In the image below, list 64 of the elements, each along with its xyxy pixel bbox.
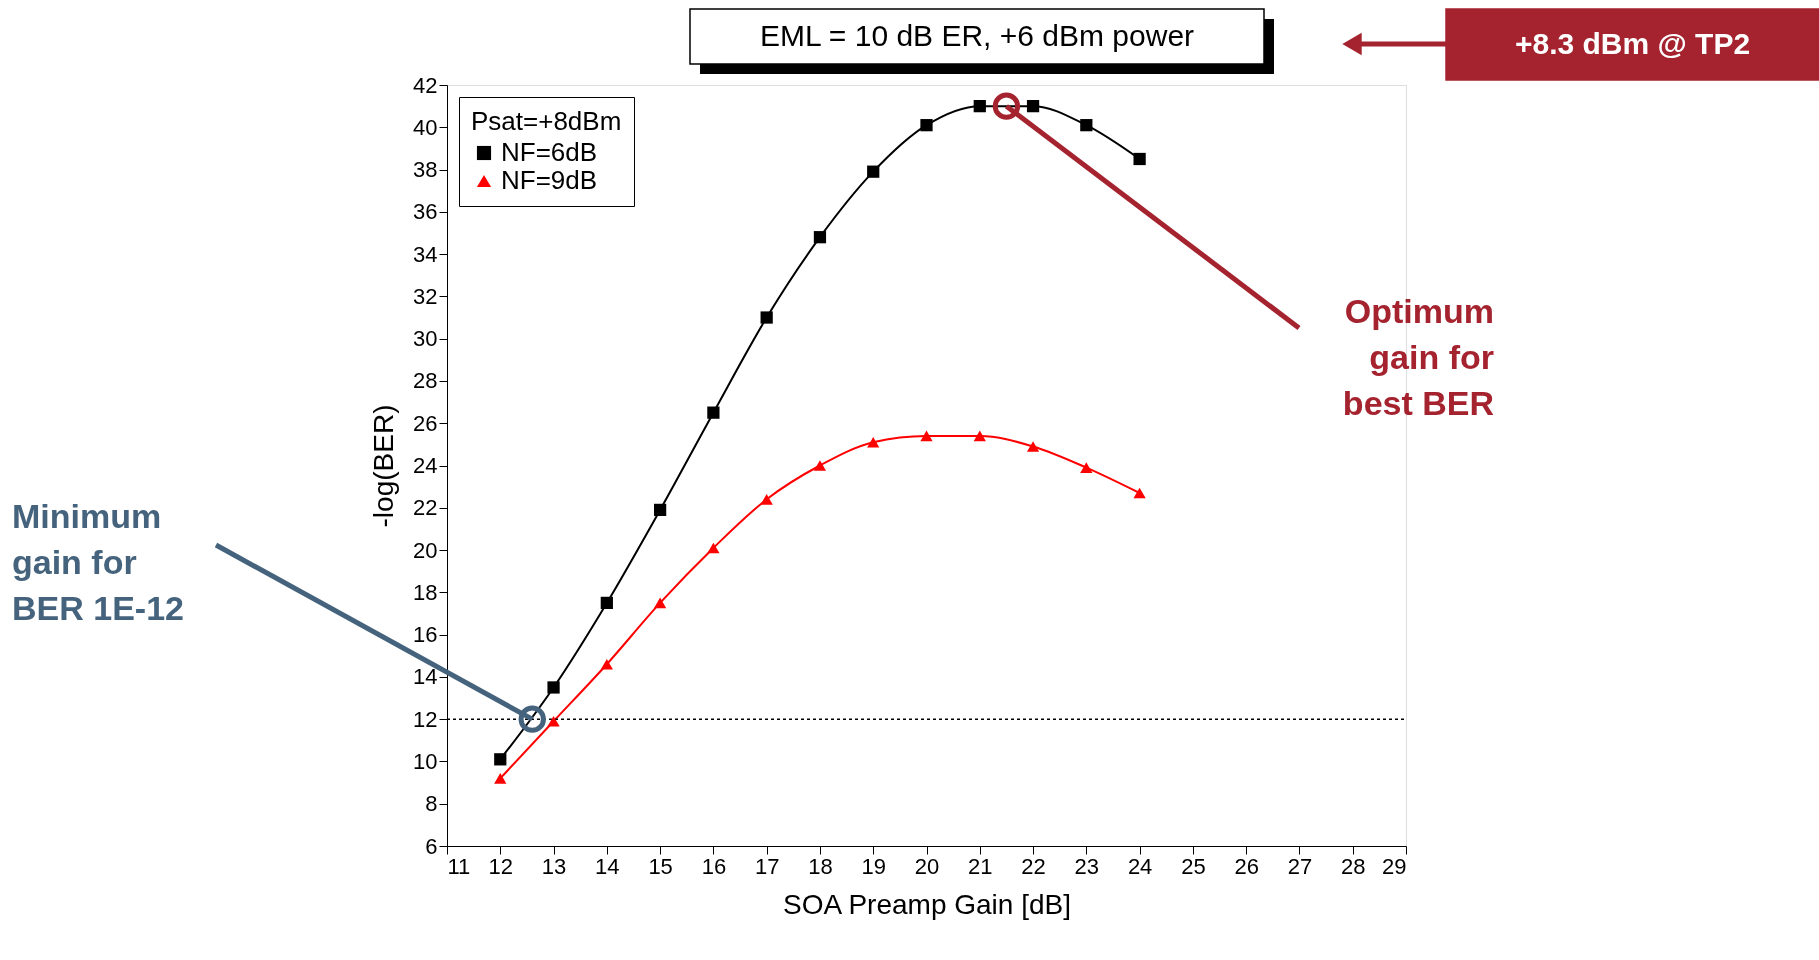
annotation: Minimum gain for BER 1E-12 <box>12 497 184 627</box>
y-tick-label: 8 <box>425 791 438 817</box>
point <box>1026 100 1040 113</box>
x-tick-label: 24 <box>1127 853 1153 879</box>
point <box>653 503 667 517</box>
x-tick-label: 16 <box>701 853 727 879</box>
point <box>1133 152 1146 166</box>
x-tick-label: 29 <box>1382 853 1407 879</box>
y-tick-label: 40 <box>413 114 438 140</box>
y-tick-label: 24 <box>413 453 438 478</box>
x-tick-label: 21 <box>968 853 993 879</box>
point <box>973 430 986 442</box>
y-tick-label: 32 <box>413 283 438 309</box>
point <box>1026 441 1040 452</box>
x-tick-label: 18 <box>808 853 833 879</box>
y-axis-title: -log(BER) <box>368 404 400 528</box>
y-tick-label: 22 <box>413 495 438 521</box>
y-tick-label: 34 <box>413 241 438 267</box>
y-tick-label: 30 <box>413 326 438 352</box>
y-tick-label: 18 <box>413 579 438 605</box>
legend-label: NF=6dB <box>501 137 598 167</box>
legend-title: Psat=+8dBm <box>471 106 622 136</box>
y-tick-label: 12 <box>413 706 438 732</box>
legend-label: NF=9dB <box>501 165 598 195</box>
x-tick-label: 15 <box>648 853 673 879</box>
x-tick-label: 17 <box>754 853 780 879</box>
point <box>653 597 667 609</box>
y-tick-label: 36 <box>413 199 438 225</box>
x-axis-title: SOA Preamp Gain [dB] <box>783 888 1071 920</box>
point <box>813 460 827 471</box>
y-tick-label: 38 <box>413 157 438 183</box>
x-tick-label: 13 <box>541 853 567 879</box>
x-tick-label: 26 <box>1234 853 1259 879</box>
point <box>920 119 933 132</box>
y-tick-label: 20 <box>413 537 438 563</box>
x-tick-label: 27 <box>1287 853 1313 879</box>
x-tick-label: 20 <box>914 853 940 879</box>
y-tick-label: 14 <box>413 664 438 690</box>
x-tick-label: 23 <box>1074 853 1100 879</box>
x-tick-label: 11 <box>447 853 471 879</box>
x-tick-label: 12 <box>488 853 514 879</box>
x-tick-label: 28 <box>1340 853 1366 879</box>
x-tick-label: 22 <box>1021 853 1046 879</box>
text: EML = 10 dB ER, +6 dBm power <box>759 18 1195 52</box>
text: +8.3 dBm @ TP2 <box>1514 26 1751 60</box>
point <box>867 436 880 448</box>
point <box>867 165 880 178</box>
annotation: Optimum gain for best BER <box>1342 292 1494 422</box>
point <box>600 658 613 670</box>
point <box>600 596 613 610</box>
point <box>973 100 986 113</box>
y-tick-label: 16 <box>413 622 438 648</box>
point <box>494 773 507 784</box>
point <box>494 753 507 766</box>
point <box>813 231 827 244</box>
y-tick-label: 42 <box>413 72 438 98</box>
x-tick-label: 25 <box>1181 853 1206 879</box>
y-tick-label: 6 <box>425 833 438 859</box>
point <box>1080 119 1093 132</box>
x-tick-label: 14 <box>595 853 620 879</box>
y-tick-label: 28 <box>413 368 438 394</box>
x-tick-label: 19 <box>861 853 886 879</box>
y-tick-label: 26 <box>413 410 438 436</box>
y-tick-label: 10 <box>413 748 438 774</box>
